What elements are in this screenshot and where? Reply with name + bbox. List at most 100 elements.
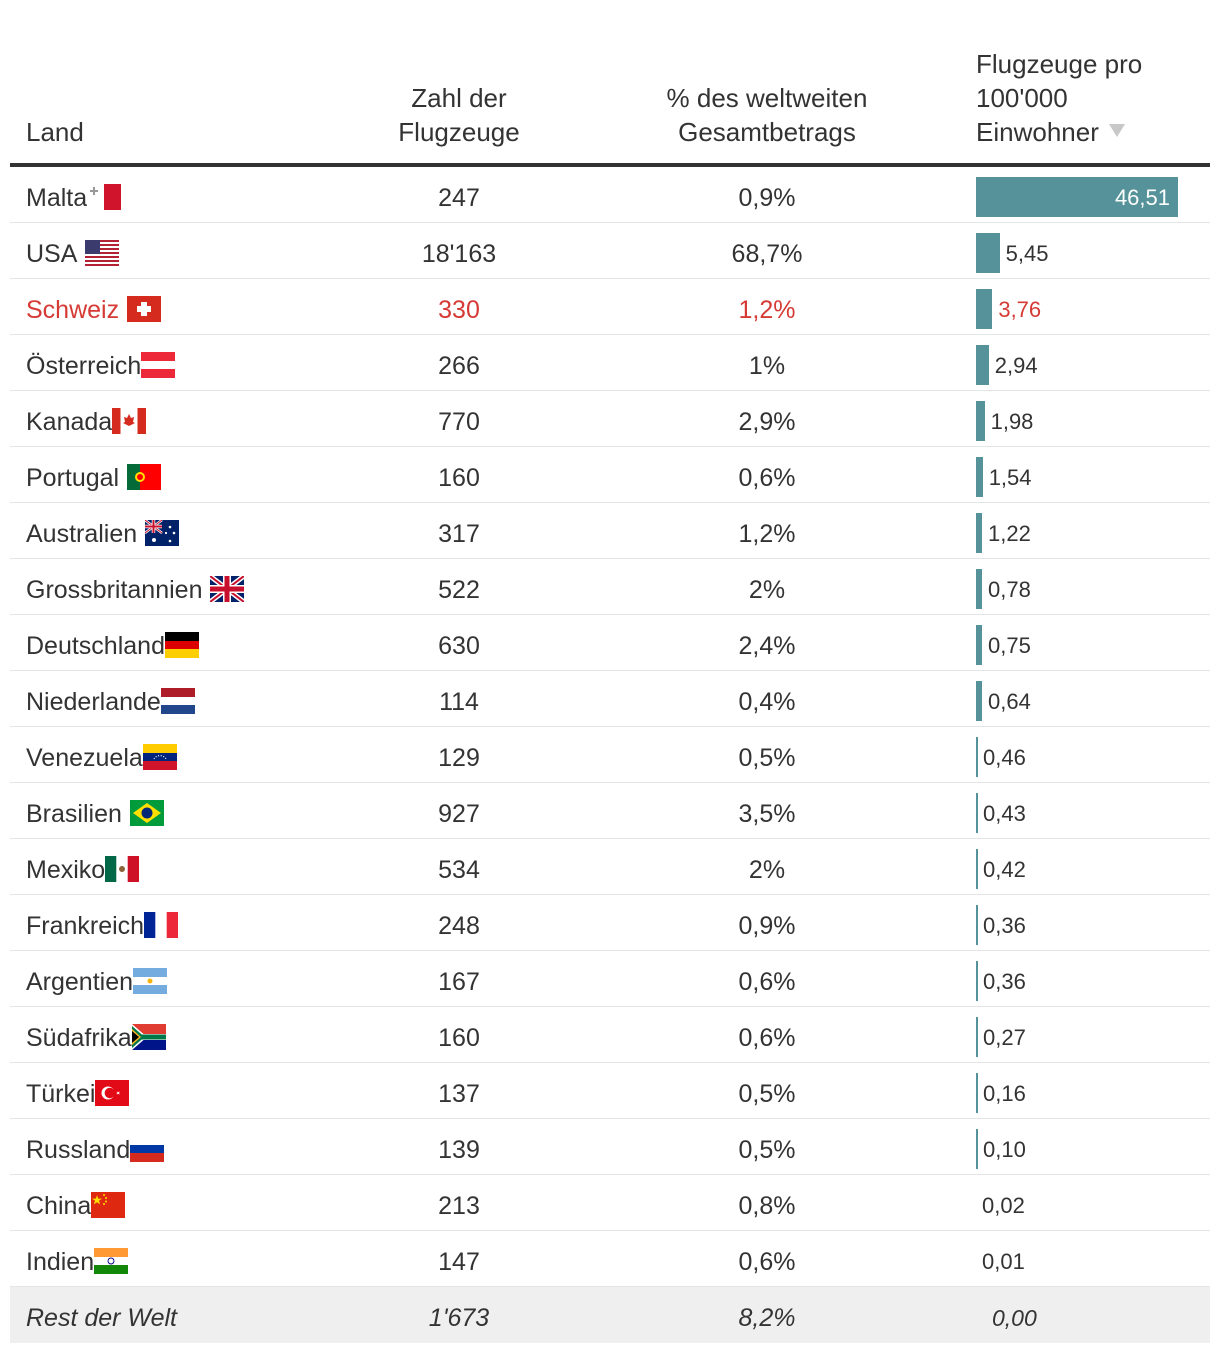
table-row: Portugal 160 0,6% 1,54 — [10, 447, 1210, 503]
world-share-percent: 2,4% — [738, 632, 796, 660]
country-cell: Australien — [26, 503, 180, 558]
header-percent[interactable]: % des weltweiten Gesamtbetrags — [666, 83, 868, 147]
bar-mark — [976, 457, 983, 497]
per-capita-cell: 0,42 — [976, 839, 1210, 894]
world-share-percent: 2% — [748, 576, 786, 604]
world-share-percent: 0,6% — [738, 464, 796, 492]
bar-mark — [976, 737, 978, 777]
bar-value-label: 0,64 — [988, 689, 1031, 714]
per-capita-cell: 0,27 — [976, 1007, 1210, 1062]
header-per-capita[interactable]: Flugzeuge pro 100'000 Einwohner — [976, 49, 1143, 147]
flag-australia-icon — [145, 520, 180, 546]
country-name: Portugal — [26, 464, 120, 492]
per-capita-cell: 1,22 — [976, 503, 1210, 558]
bar-mark — [976, 905, 978, 945]
per-capita-cell: 0,78 — [976, 559, 1210, 614]
header-count[interactable]: Zahl der Flugzeuge — [398, 83, 520, 147]
flag-russia-icon — [130, 1136, 165, 1162]
bar-mark — [976, 233, 1000, 273]
world-share-percent: 2,9% — [738, 408, 796, 436]
flag-germany-icon — [164, 632, 199, 658]
aircraft-count: 160 — [438, 464, 480, 492]
table-row: Australien 317 1,2% 1,22 — [10, 503, 1210, 559]
world-share-percent: 0,9% — [738, 184, 796, 212]
world-share-percent: 1,2% — [738, 296, 796, 324]
per-capita-cell: 2,94 — [976, 335, 1210, 390]
world-share-percent: 1,2% — [738, 520, 796, 548]
country-name: Russland — [26, 1136, 131, 1164]
per-capita-cell: 0,75 — [976, 615, 1210, 670]
aircraft-count: 137 — [438, 1080, 480, 1108]
aircraft-count: 147 — [438, 1248, 480, 1276]
bar-value-label: 0,75 — [988, 633, 1031, 658]
bar-mark — [976, 569, 982, 609]
country-name: Schweiz — [26, 296, 120, 324]
table-row: Türkei 137 0,5% 0,16 — [10, 1063, 1210, 1119]
world-share-percent: 0,4% — [738, 688, 796, 716]
flag-usa-icon — [85, 240, 120, 266]
aircraft-count: 1'673 — [428, 1304, 490, 1332]
world-share-percent: 0,6% — [738, 968, 796, 996]
country-cell: Venezuela — [26, 727, 177, 782]
table-row: Mexiko 534 2% 0,42 — [10, 839, 1210, 895]
bar-mark — [976, 289, 993, 329]
country-name: Australien — [26, 520, 138, 548]
bar-value-label: 46,51 — [1114, 185, 1170, 210]
country-name: Brasilien — [26, 800, 122, 828]
world-share-percent: 8,2% — [738, 1304, 796, 1332]
per-capita-cell: 0,36 — [976, 951, 1210, 1006]
flag-portugal-icon — [127, 464, 162, 490]
per-capita-cell: 0,64 — [976, 671, 1210, 726]
aircraft-count: 266 — [438, 352, 480, 380]
country-cell: Österreich — [26, 335, 176, 390]
total-row: Rest der Welt 1'673 8,2% 0,00 — [10, 1287, 1210, 1343]
country-name: USA — [26, 240, 78, 268]
bar-value-label: 0,42 — [983, 857, 1026, 882]
bar-value-label: 1,54 — [988, 465, 1032, 490]
table-row: Malta 247 0,9% 46,51 — [10, 167, 1210, 223]
aircraft-count: 167 — [438, 968, 480, 996]
flag-mexico-icon — [105, 856, 140, 882]
sort-descending-icon[interactable] — [1108, 124, 1125, 137]
country-name: Argentien — [26, 968, 134, 996]
bar-value-label: 0,43 — [983, 801, 1026, 826]
country-cell: Malta — [26, 167, 122, 222]
country-cell: Türkei — [26, 1063, 130, 1118]
country-cell: Indien — [26, 1231, 129, 1286]
aircraft-count: 18'163 — [421, 240, 497, 268]
table-row: Indien 147 0,6% 0,01 — [10, 1231, 1210, 1287]
world-share-percent: 3,5% — [738, 800, 796, 828]
per-capita-cell: 46,51 — [976, 167, 1210, 222]
bar-mark — [976, 401, 985, 441]
bar-value-label: 1,22 — [988, 521, 1031, 546]
bar-mark — [976, 177, 1178, 217]
country-name: Frankreich — [26, 912, 145, 940]
country-cell: Mexiko — [26, 839, 140, 894]
world-share-percent: 2% — [748, 856, 786, 884]
bar-mark — [976, 1129, 978, 1169]
country-name: Mexiko — [26, 856, 106, 884]
table-row: Deutschland 630 2,4% 0,75 — [10, 615, 1210, 671]
aircraft-count: 213 — [438, 1192, 480, 1220]
bar-mark — [976, 513, 982, 553]
bar-value-label: 0,01 — [982, 1249, 1025, 1274]
bar-value-label: 0,10 — [983, 1137, 1026, 1162]
flag-venezuela-icon — [142, 744, 177, 770]
aircraft-count: 247 — [438, 184, 480, 212]
world-share-percent: 0,5% — [738, 744, 796, 772]
bar-value-label: 0,16 — [983, 1081, 1026, 1106]
world-share-percent: 0,6% — [738, 1248, 796, 1276]
aircraft-count: 139 — [438, 1136, 480, 1164]
country-cell: Südafrika — [26, 1007, 166, 1062]
bar-value-label: 3,76 — [998, 297, 1042, 322]
header-land[interactable]: Land — [26, 117, 84, 147]
flag-argentina-icon — [133, 968, 168, 994]
world-share-percent: 0,8% — [738, 1192, 796, 1220]
world-share-percent: 0,5% — [738, 1080, 796, 1108]
country-cell: Deutschland — [26, 615, 199, 670]
country-name: Türkei — [26, 1080, 96, 1108]
country-name: Österreich — [26, 352, 142, 380]
flag-austria-icon — [141, 352, 176, 378]
country-name: Venezuela — [26, 744, 143, 772]
flag-south-africa-icon — [131, 1024, 166, 1050]
